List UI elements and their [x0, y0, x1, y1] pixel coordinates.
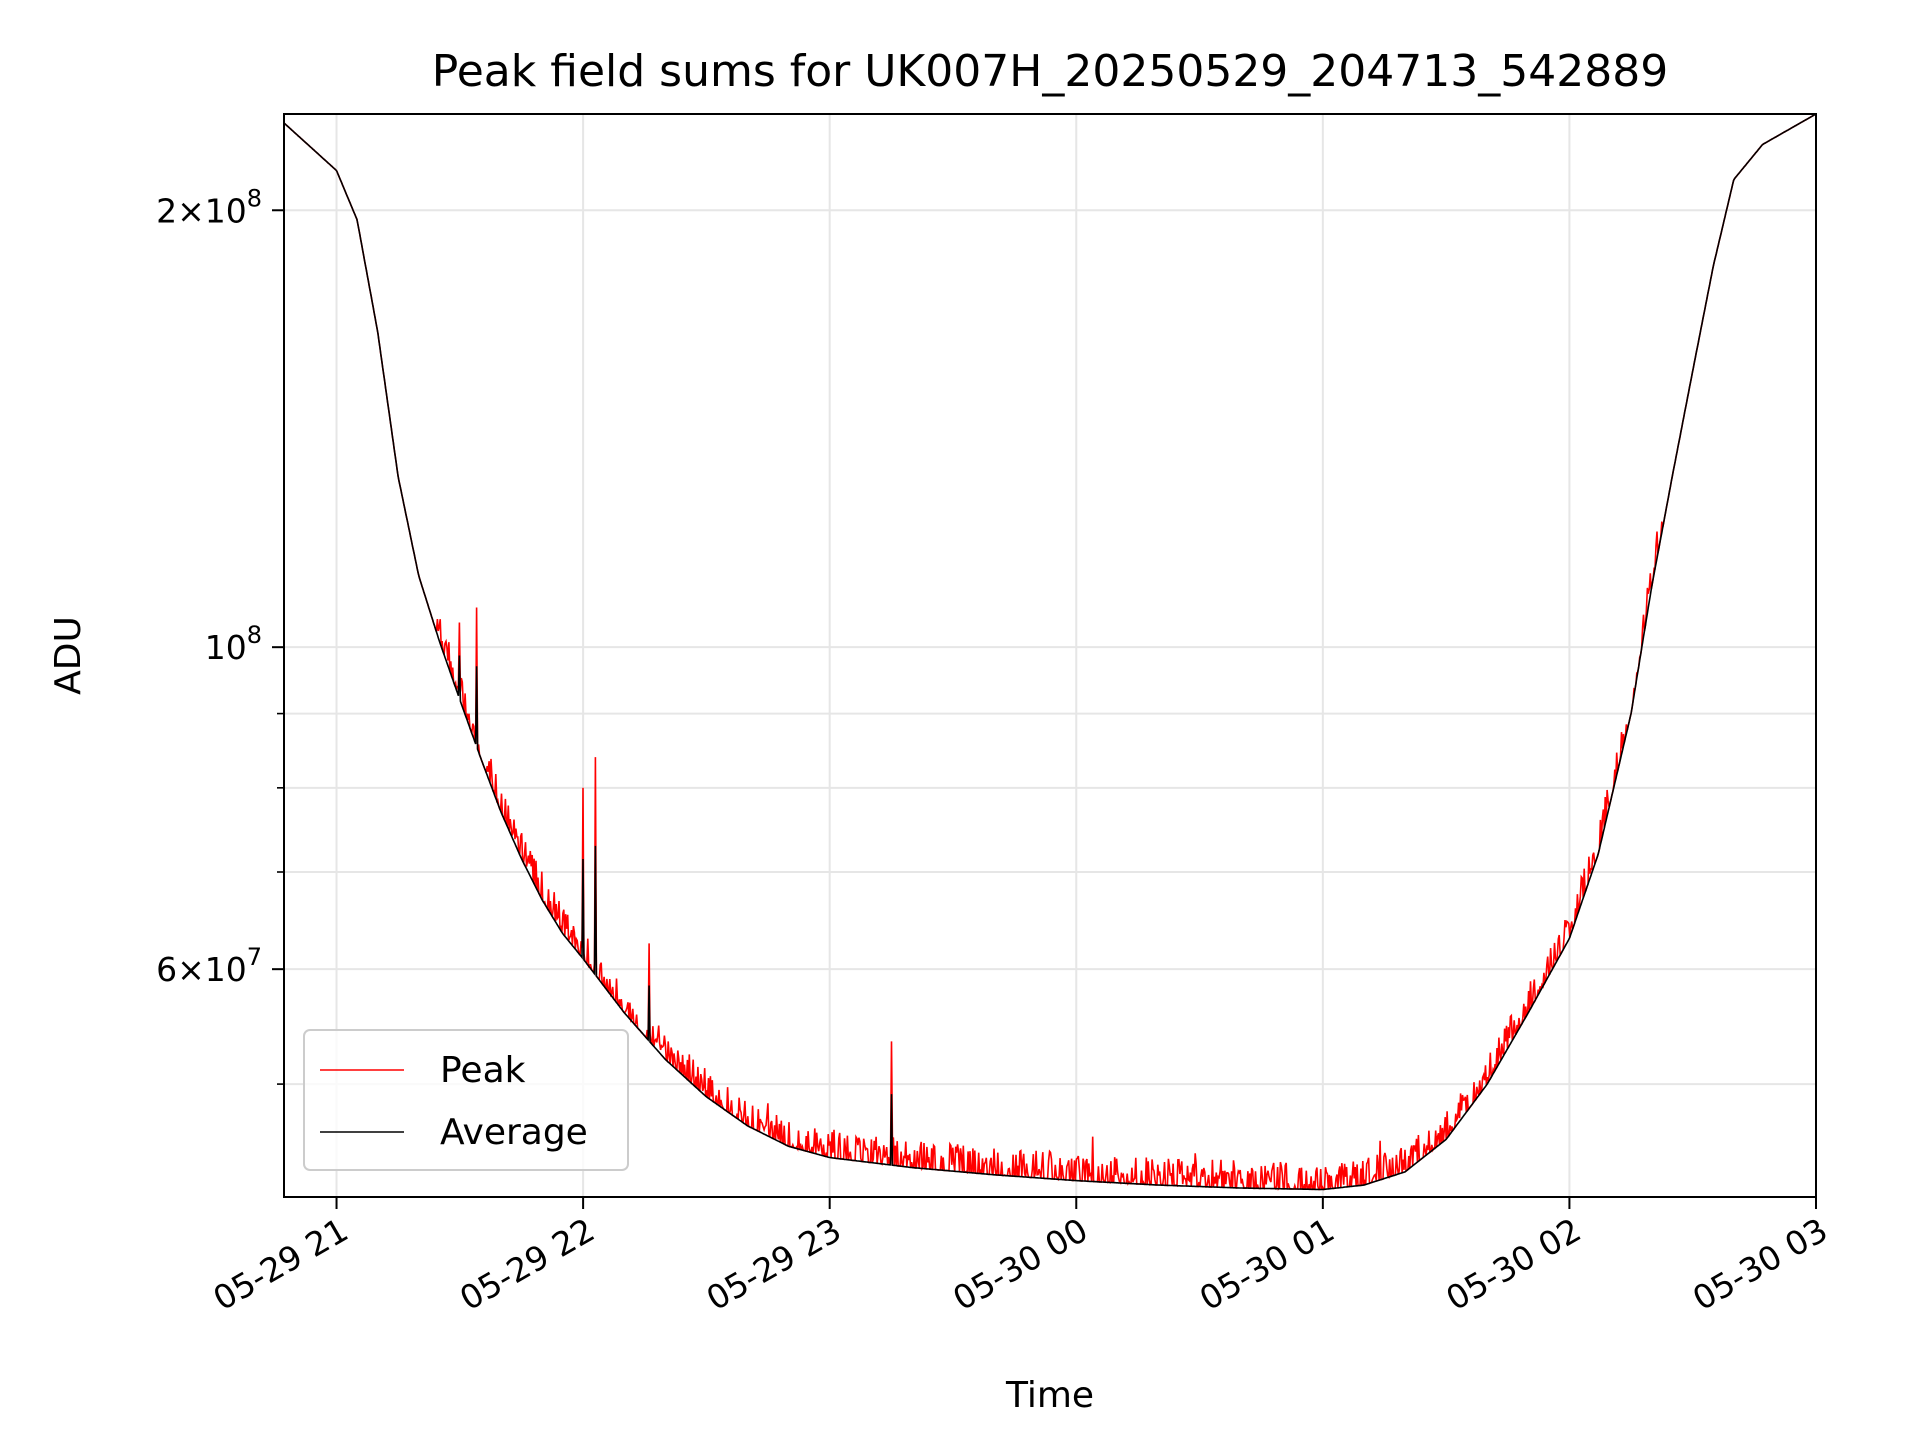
series-line-average	[284, 114, 1816, 1191]
x-axis-label: Time	[1005, 1375, 1094, 1416]
series-layer	[284, 114, 1816, 1191]
x-tick-label: 05-30 01	[1193, 1210, 1341, 1318]
x-tick-label: 05-29 21	[207, 1210, 355, 1318]
y-tick-mantissa: 6	[156, 950, 177, 989]
x-tick-label: 05-30 03	[1686, 1210, 1834, 1318]
y-tick-label: 2×108	[156, 184, 262, 230]
x-tick-label: 05-29 23	[700, 1210, 848, 1318]
x-tick-label: 05-30 00	[946, 1210, 1094, 1318]
y-tick-label: 6×107	[156, 943, 262, 989]
y-tick-exponent: 8	[247, 184, 262, 212]
x-tick-label: 05-30 02	[1439, 1210, 1587, 1318]
y-axis-ticks: 2×108 108 6×107	[156, 184, 284, 1085]
x-axis-ticks: 05-29 21 05-29 22 05-29 23 05-30 00 05-30 01…	[207, 1197, 1834, 1318]
chart-title: Peak field sums for UK007H_20250529_2047…	[432, 46, 1668, 97]
x-tick-label: 05-29 22	[453, 1210, 601, 1318]
legend-label: Peak	[440, 1050, 526, 1091]
legend-label: Average	[440, 1112, 588, 1153]
y-tick-exponent: 8	[247, 621, 262, 649]
y-tick-label: 108	[205, 621, 262, 667]
y-tick-mantissa: 2	[156, 191, 177, 230]
plot-frame	[283, 113, 1817, 1198]
y-axis-label: ADU	[48, 616, 89, 695]
legend[interactable]: Peak Average	[303, 1029, 629, 1171]
y-tick-exponent: 7	[247, 943, 262, 971]
legend-box	[303, 1029, 629, 1171]
series-line-peak	[284, 114, 1816, 1191]
